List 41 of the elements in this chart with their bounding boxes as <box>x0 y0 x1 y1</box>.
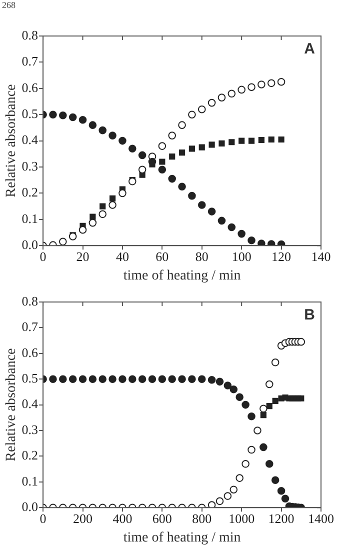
y-tick-label: 0.4 <box>22 396 39 412</box>
y-axis-title: Relative absorbance <box>4 348 20 462</box>
x-tick-label: 100 <box>232 248 252 264</box>
y-tick-label: 0.6 <box>22 344 39 360</box>
y-tick-label: 0.3 <box>22 158 38 174</box>
x-tick-label: 120 <box>272 248 292 264</box>
annotation: B <box>304 306 316 324</box>
y-tick-label: 0.7 <box>22 54 39 69</box>
y-axis-title: Relative absorbance <box>4 84 20 198</box>
x-tick-label: 40 <box>116 248 129 264</box>
x-tick-label: 0 <box>40 248 46 264</box>
y-tick-label: 0.2 <box>22 184 38 200</box>
x-tick-label: 60 <box>156 248 169 264</box>
x-tick-label: 1000 <box>228 510 255 526</box>
annotation: A <box>304 40 316 58</box>
y-tick-label: 0.3 <box>22 422 38 437</box>
x-tick-label: 20 <box>76 248 90 264</box>
x-tick-label: 80 <box>195 248 208 264</box>
y-tick-label: 0.8 <box>22 27 38 42</box>
y-tick-label: 0.6 <box>22 80 39 95</box>
x-tick-label: 400 <box>112 510 132 526</box>
x-axis-title: time of heating / min <box>123 530 241 546</box>
x-tick-label: 1200 <box>268 510 294 526</box>
y-tick-label: 0.5 <box>22 370 38 386</box>
y-tick-label: 0.5 <box>22 106 38 122</box>
y-tick-label: 0.1 <box>22 210 38 226</box>
x-tick-label: 600 <box>152 510 172 526</box>
x-tick-label: 140 <box>311 248 331 264</box>
y-tick-label: 0.4 <box>22 132 39 148</box>
y-tick-label: 0.8 <box>22 293 38 308</box>
y-tick-label: 0.2 <box>22 448 38 463</box>
text: 268 <box>2 0 16 10</box>
x-tick-label: 200 <box>73 510 93 526</box>
x-tick-label: 1400 <box>308 510 334 526</box>
y-tick-label: 0.0 <box>22 237 38 252</box>
x-tick-label: 0 <box>40 510 46 526</box>
y-tick-label: 0.7 <box>22 319 39 334</box>
y-tick-label: 0.1 <box>22 473 38 488</box>
x-axis-title: time of heating / min <box>123 268 241 284</box>
y-tick-label: 0.0 <box>22 499 38 514</box>
x-tick-label: 800 <box>192 510 212 526</box>
